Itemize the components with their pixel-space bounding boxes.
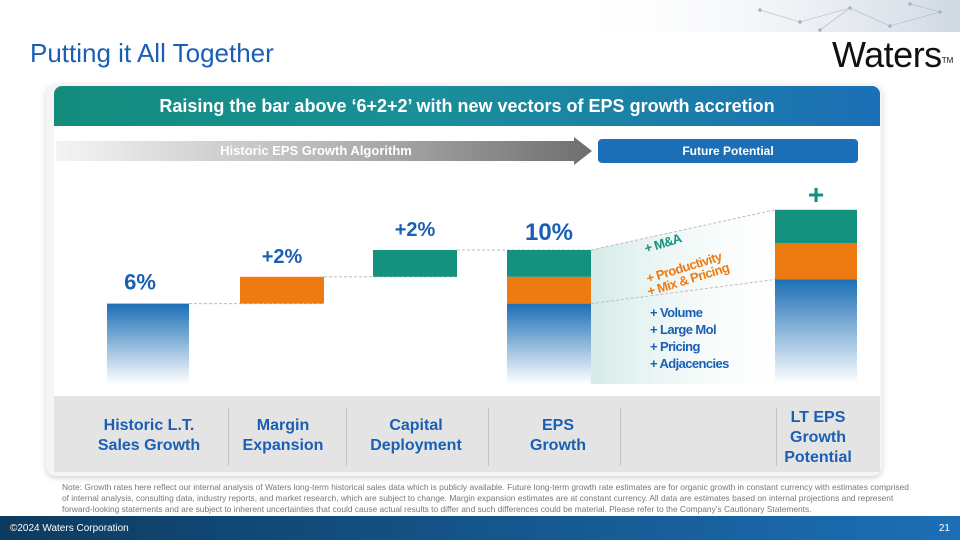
fan-edge xyxy=(590,209,776,251)
category-label-capital: Capital Deployment xyxy=(370,417,462,454)
waters-logo: WatersTM xyxy=(832,34,953,76)
column-divider xyxy=(620,408,621,466)
category-label-lt-eps: LT EPS Growth Potential xyxy=(784,409,852,466)
growth-driver-annotation: + Pricing xyxy=(650,339,701,354)
page-number: 21 xyxy=(938,523,950,534)
bar-data-label: +2% xyxy=(395,219,436,241)
bar-segment-capital xyxy=(775,209,857,244)
category-label-sales: Historic L.T. Sales Growth xyxy=(97,417,201,454)
logo-trademark: TM xyxy=(941,56,954,65)
bar-data-label: 6% xyxy=(124,270,156,295)
column-divider xyxy=(776,408,777,466)
growth-fan xyxy=(591,209,775,384)
historic-arrow-label: Historic EPS Growth Algorithm xyxy=(220,143,412,158)
copyright: ©2024 Waters Corporation xyxy=(10,523,129,534)
fan-edge xyxy=(590,278,776,305)
future-potential-badge: Future Potential xyxy=(598,139,858,163)
bar-segment-capital xyxy=(507,250,591,277)
bar-segment-margin xyxy=(775,243,857,280)
bar-segment-sales xyxy=(107,303,189,384)
bar-segment-capital xyxy=(373,250,457,277)
footer-bar xyxy=(0,516,960,540)
panel-header: Raising the bar above ‘6+2+2’ with new v… xyxy=(54,86,880,126)
network-decoration xyxy=(560,0,960,32)
bar-segment-margin xyxy=(240,276,324,304)
category-label-eps: EPS Growth xyxy=(530,417,586,454)
growth-driver-annotation: + Large Mol xyxy=(650,322,716,337)
growth-driver-annotation: + Volume xyxy=(650,305,703,320)
bar-segment-margin xyxy=(507,276,591,304)
bar-data-label: + xyxy=(808,179,824,210)
logo-text: Waters xyxy=(832,34,942,75)
bar-data-label: +2% xyxy=(262,246,303,268)
growth-driver-annotation: + Adjacencies xyxy=(650,356,729,371)
column-divider xyxy=(488,408,489,466)
historic-arrow xyxy=(56,137,592,165)
column-divider xyxy=(228,408,229,466)
column-divider xyxy=(346,408,347,466)
bar-segment-sales xyxy=(507,303,591,384)
bar-data-label: 10% xyxy=(525,219,573,246)
category-label-margin: Margin Expansion xyxy=(242,417,324,454)
category-label-band xyxy=(54,396,880,472)
footnote: Note: Growth rates here reflect our inte… xyxy=(62,482,909,514)
slide-title: Putting it All Together xyxy=(30,38,274,68)
bar-segment-sales xyxy=(775,279,857,384)
